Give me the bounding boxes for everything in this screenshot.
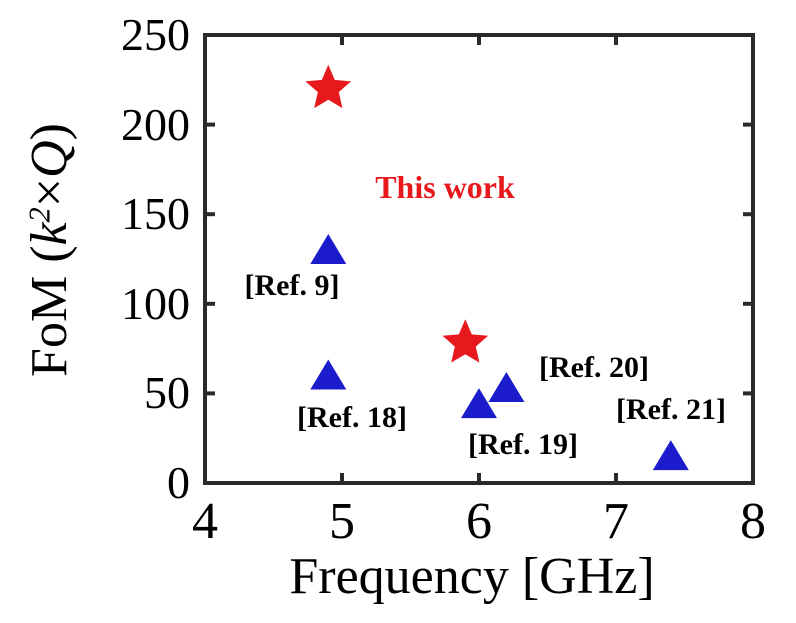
y-axis-label-Q: Q [21, 140, 78, 178]
star-marker [305, 64, 352, 109]
xtick-label-5: 5 [329, 493, 355, 550]
y-axis-label-superscript-2: 2 [22, 207, 57, 223]
triangle-marker [310, 234, 347, 265]
y-axis-label-k: k [21, 222, 78, 246]
ytick-label-150: 150 [121, 188, 190, 240]
xtick-label-7: 7 [603, 493, 629, 550]
x-axis-label: Frequency [GHz] [289, 548, 655, 605]
ytick-label-100: 100 [121, 277, 190, 329]
triangle-marker [461, 388, 497, 419]
xtick-label-6: 6 [466, 493, 492, 550]
ref-18-label: [Ref. 18] [297, 401, 407, 434]
ytick-label-200: 200 [121, 98, 190, 150]
ytick-label-250: 250 [121, 9, 190, 60]
triangle-marker [310, 359, 347, 390]
y-axis-label-suffix: ) [21, 123, 78, 141]
ref-9-label: [Ref. 9] [244, 269, 340, 302]
y-axis-label: FoM (k2×Q) [21, 123, 78, 377]
ytick-label-50: 50 [144, 367, 190, 419]
ref-21-label: [Ref. 21] [616, 393, 726, 426]
star-marker [442, 319, 489, 363]
ytick-label-0: 0 [167, 457, 190, 508]
this-work-label: This work [375, 169, 515, 205]
ref-19-label: [Ref. 19] [468, 428, 578, 461]
xtick-label-8: 8 [740, 493, 766, 550]
triangle-marker [652, 440, 689, 471]
xtick-label-4: 4 [192, 493, 218, 550]
y-axis-label-times: × [21, 177, 78, 208]
triangle-marker [488, 372, 525, 403]
ref-20-label: [Ref. 20] [539, 351, 649, 384]
y-axis-label-prefix: FoM ( [21, 245, 78, 377]
